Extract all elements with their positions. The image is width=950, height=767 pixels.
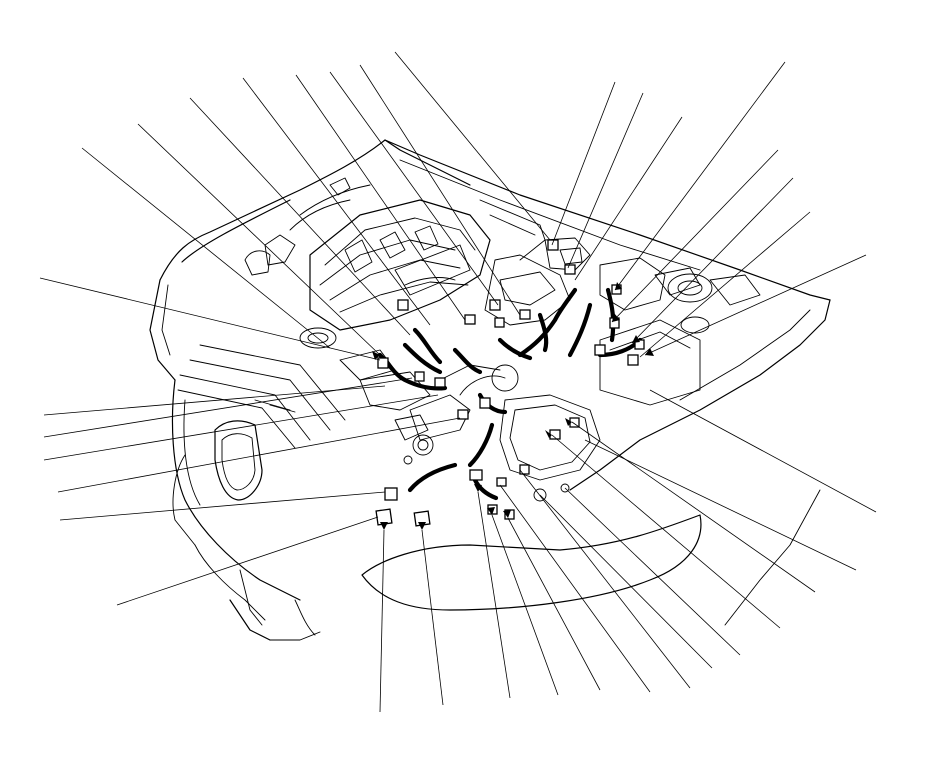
body-outline [149,139,831,491]
callout-leader-6 [329,71,499,306]
callout-leader-29 [499,484,651,693]
callout-leader-31 [539,494,713,669]
callout-leader-14 [631,177,794,344]
callout-leader-20 [43,394,439,461]
callout-leader-33 [551,434,781,629]
callout-leader-24 [379,529,385,713]
callout-leader-12 [614,61,786,291]
callout-leader-36 [649,389,877,513]
grille [177,344,346,449]
callout-leader-4 [242,77,431,326]
callout-leader-28 [507,517,601,691]
callout-leader-10 [567,92,644,269]
callout-leader-7 [359,64,521,316]
callout-leader-1 [81,147,331,349]
callout-leader-22 [59,491,386,521]
callout-leader-13 [611,149,779,323]
callout-leader-3 [189,97,411,336]
callout-leader-9 [551,81,616,246]
engine-assembly [244,177,601,481]
callout-leader-34 [571,421,816,593]
callout-leader-27 [491,514,559,696]
callout-leader-35 [584,439,857,571]
right-components [544,237,761,406]
callout-leader-30 [519,469,691,689]
callout-leader-25 [421,529,444,706]
callout-leader-2 [137,123,381,356]
callout-leader-19 [43,377,413,438]
connectors [375,239,645,527]
splash-shield [361,489,821,626]
callout-leader-17 [39,277,381,361]
callout-leader-18 [43,385,386,416]
callout-leader-8 [394,51,551,241]
wire-harness [377,287,643,501]
callout-leader-11 [574,116,683,281]
callout-leader-23 [116,516,379,606]
callout-leader-15 [639,211,811,358]
callout-leader-32 [564,487,741,656]
callout-leader-5 [295,74,466,321]
callout-leader-26 [477,491,511,699]
callout-leader-21 [57,417,461,493]
callout-leaders [39,51,877,713]
front-fascia [171,379,321,641]
callout-arrowheads [372,282,654,530]
callout-leader-16 [644,254,867,356]
